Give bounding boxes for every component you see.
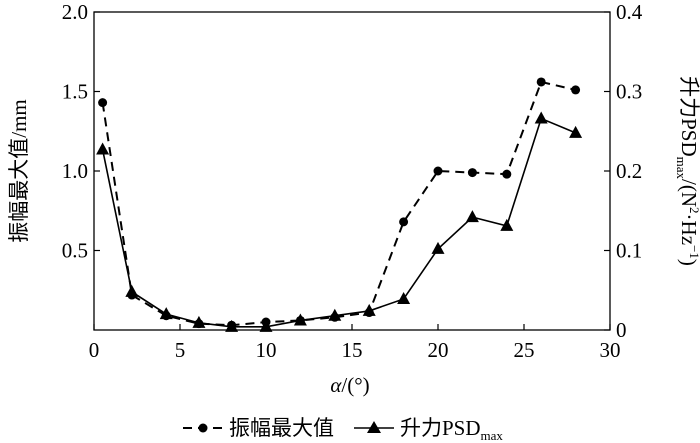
left-y-axis-label: 振幅最大值/mm: [7, 99, 31, 243]
amplitude-point: [433, 166, 443, 176]
left-y-tick-label: 1.5: [62, 80, 88, 104]
amplitude-point: [502, 169, 512, 179]
x-tick-label: 15: [342, 338, 363, 362]
lift-psd-point: [534, 111, 548, 124]
legend-label-amplitude: 振幅最大值: [229, 416, 334, 440]
lift-psd-point: [569, 125, 583, 138]
lift-psd-point: [225, 319, 239, 332]
legend-item-lift-psd: 升力PSDmax: [354, 416, 503, 443]
right-y-axis-label: 升力PSDmax/(N2·Hz−1): [674, 76, 700, 266]
lift-psd-point: [500, 218, 514, 231]
amplitude-point: [399, 217, 409, 227]
amplitude-point: [467, 168, 477, 178]
series-layer: [96, 77, 583, 332]
legend-marker-triangle-icon: [367, 421, 381, 433]
lift-psd-point: [465, 210, 479, 223]
amplitude-point: [98, 98, 108, 108]
x-tick-label: 25: [514, 338, 535, 362]
legend-item-amplitude: 振幅最大值: [183, 416, 334, 440]
x-axis-ticks: 0 5 10 15 20 25 30: [89, 324, 621, 362]
plot-border: [93, 11, 611, 331]
lift-psd-point: [431, 241, 445, 254]
right-y-tick-label: 0.1: [616, 239, 642, 263]
lift-psd-point: [96, 142, 110, 155]
lift-psd-point: [293, 313, 307, 326]
right-y-tick-label: 0.4: [616, 0, 643, 24]
x-tick-label: 5: [175, 338, 186, 362]
x-tick-label: 30: [600, 338, 621, 362]
lift-psd-point: [362, 303, 376, 316]
x-tick-label: 20: [428, 338, 449, 362]
right-y-tick-label: 0: [616, 318, 627, 342]
legend-label-lift-psd: 升力PSDmax: [400, 416, 503, 443]
lift-psd-point: [328, 308, 342, 321]
lift-psd-line: [101, 117, 576, 328]
right-y-tick-label: 0.2: [616, 159, 642, 183]
lift-psd-point: [159, 307, 173, 320]
left-y-tick-label: 0.5: [62, 239, 88, 263]
lift-psd-point: [125, 284, 139, 297]
x-axis-label: α/(°): [330, 373, 369, 397]
lift-psd-point: [192, 315, 206, 328]
left-y-tick-label: 1.0: [62, 159, 88, 183]
amplitude-point: [536, 77, 546, 87]
x-tick-label: 10: [256, 338, 277, 362]
amplitude-line: [101, 80, 576, 327]
legend-marker-circle-icon: [198, 423, 208, 433]
lift-psd-point: [259, 319, 273, 332]
left-y-tick-label: 2.0: [62, 0, 88, 24]
plot-frame: [93, 11, 611, 331]
right-y-axis-ticks: 0.4 0.3 0.2 0.1 0: [604, 0, 643, 342]
x-tick-label: 0: [89, 338, 100, 362]
lift-psd-point: [397, 291, 411, 304]
left-y-axis-ticks: 2.0 1.5 1.0 0.5: [62, 0, 100, 263]
legend: 振幅最大值 升力PSDmax: [183, 416, 503, 443]
right-y-tick-label: 0.3: [616, 80, 642, 104]
amplitude-point: [571, 85, 581, 95]
